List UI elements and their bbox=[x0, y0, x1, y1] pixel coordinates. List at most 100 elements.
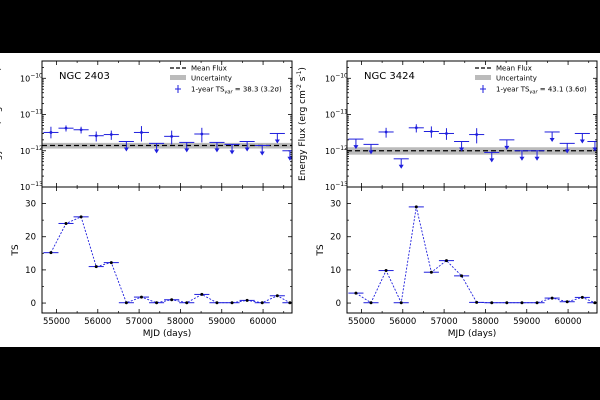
ts-marker bbox=[49, 251, 53, 255]
ts-point bbox=[484, 301, 500, 305]
ts-point bbox=[514, 301, 530, 305]
flux-upper-limit bbox=[393, 158, 409, 169]
x-tick-label: 58000 bbox=[472, 317, 499, 327]
ts-point bbox=[209, 301, 225, 305]
x-axis-label: MJD (days) bbox=[448, 329, 496, 339]
upper-limit-arrow bbox=[259, 151, 265, 156]
flux-upper-limit bbox=[254, 144, 270, 156]
ts-marker bbox=[275, 294, 279, 298]
flux-upper-limit bbox=[282, 150, 293, 161]
flux-point bbox=[73, 126, 89, 134]
ts-point bbox=[408, 205, 424, 209]
left-ts: 0 10 20 30 55000 56000 57000 58000 59000 60000 TS M… bbox=[11, 186, 293, 339]
ts-marker bbox=[185, 301, 189, 305]
ts-line bbox=[50, 216, 291, 304]
flux-point bbox=[408, 124, 424, 133]
flux-marker bbox=[429, 130, 433, 133]
ts-point bbox=[438, 259, 455, 263]
flux-upper-limit bbox=[149, 142, 165, 154]
flux-upper-limit bbox=[514, 150, 530, 161]
x-tick-label: 57000 bbox=[126, 317, 153, 327]
ts-point bbox=[43, 251, 59, 255]
flux-point bbox=[133, 126, 150, 142]
upper-limit-arrow bbox=[123, 147, 129, 152]
upper-limit-arrow bbox=[184, 148, 190, 153]
legend-band-swatch bbox=[170, 75, 186, 80]
right-lightcurve: 10−13 10−12 10−11 10−10 NGC 3424 Mean Flux Unc… bbox=[296, 60, 598, 192]
flux-upper-limit bbox=[209, 141, 225, 153]
ts-point bbox=[103, 261, 119, 265]
upper-limit-arrow bbox=[154, 149, 160, 154]
upper-limit-arrow bbox=[459, 147, 465, 152]
y-tick-label: 10 bbox=[330, 266, 341, 276]
ts-marker bbox=[414, 205, 418, 209]
flux-point bbox=[438, 128, 455, 140]
ts-marker bbox=[79, 215, 83, 219]
y-axis-label: Energy Flux (erg cm-2 s-1) bbox=[296, 67, 308, 181]
y-axis-label: TS bbox=[11, 244, 21, 256]
upper-limit-arrow bbox=[244, 147, 250, 152]
legend-mean-label: Mean Flux bbox=[191, 65, 227, 73]
ts-marker bbox=[520, 301, 524, 305]
ts-marker bbox=[230, 301, 234, 305]
upper-limit-arrow bbox=[287, 156, 293, 161]
y-tick-label: 10−12 bbox=[20, 145, 43, 156]
flux-upper-limit bbox=[224, 143, 240, 155]
ts-point bbox=[363, 301, 379, 305]
ts-marker bbox=[505, 301, 509, 305]
ts-marker bbox=[124, 301, 128, 305]
flux-marker bbox=[170, 134, 174, 138]
ts-point bbox=[282, 301, 292, 305]
y-tick-label: 20 bbox=[330, 233, 341, 243]
panel-frame bbox=[346, 186, 598, 314]
flux-upper-limit bbox=[544, 131, 560, 142]
flux-point bbox=[58, 125, 74, 132]
flux-point bbox=[423, 126, 439, 138]
x-tick-label: 60000 bbox=[555, 317, 582, 327]
ts-point bbox=[587, 301, 597, 305]
ts-point bbox=[574, 295, 590, 299]
upper-limit-arrow bbox=[489, 158, 495, 163]
ts-point bbox=[88, 265, 104, 269]
ts-marker bbox=[215, 301, 219, 305]
flux-upper-limit bbox=[559, 142, 575, 154]
upper-limit-arrow bbox=[229, 150, 235, 155]
ts-point bbox=[469, 300, 485, 304]
ts-marker bbox=[593, 301, 597, 305]
x-axis-label: MJD (days) bbox=[143, 329, 191, 339]
letterbox-bottom bbox=[0, 347, 600, 400]
upper-limit-arrow bbox=[519, 156, 525, 161]
flux-upper-limit bbox=[484, 151, 500, 163]
flux-marker bbox=[445, 132, 448, 135]
x-tick-label: 56000 bbox=[389, 317, 416, 327]
flux-marker bbox=[200, 132, 204, 136]
flux-upper-limit bbox=[118, 141, 134, 152]
upper-limit-arrow bbox=[274, 139, 280, 144]
ts-marker bbox=[384, 269, 388, 273]
figure-svg: 10−13 10−12 10−11 10−10 NGC 2403 Mean Flux Unc… bbox=[0, 60, 598, 339]
legend-point-label: 1-year TSvar = 38.3 (3.2σ) bbox=[191, 86, 282, 96]
x-tick-label: 60000 bbox=[250, 317, 277, 327]
ts-marker bbox=[200, 292, 204, 296]
upper-limit-arrow bbox=[353, 145, 359, 150]
flux-marker bbox=[475, 133, 479, 136]
ts-point bbox=[164, 298, 180, 302]
source-name: NGC 3424 bbox=[364, 71, 415, 82]
upper-limit-arrow bbox=[398, 164, 404, 169]
ts-marker bbox=[109, 261, 113, 265]
ts-marker bbox=[565, 300, 569, 304]
legend: Mean Flux Uncertainty 1-year TSvar = 43.1 … bbox=[475, 65, 587, 96]
flux-upper-limit bbox=[239, 141, 255, 152]
y-tick-label: 0 bbox=[336, 299, 341, 309]
ts-point bbox=[423, 270, 439, 274]
ts-point bbox=[58, 221, 74, 225]
flux-upper-limit bbox=[587, 141, 598, 152]
flux-upper-limit bbox=[529, 150, 545, 161]
upper-limit-arrow bbox=[549, 137, 555, 142]
upper-limit-arrow bbox=[214, 148, 220, 153]
ts-point bbox=[254, 301, 270, 305]
ts-line bbox=[355, 206, 596, 305]
ts-marker bbox=[550, 296, 554, 300]
x-tick-label: 56000 bbox=[84, 317, 111, 327]
source-name: NGC 2403 bbox=[59, 71, 110, 82]
